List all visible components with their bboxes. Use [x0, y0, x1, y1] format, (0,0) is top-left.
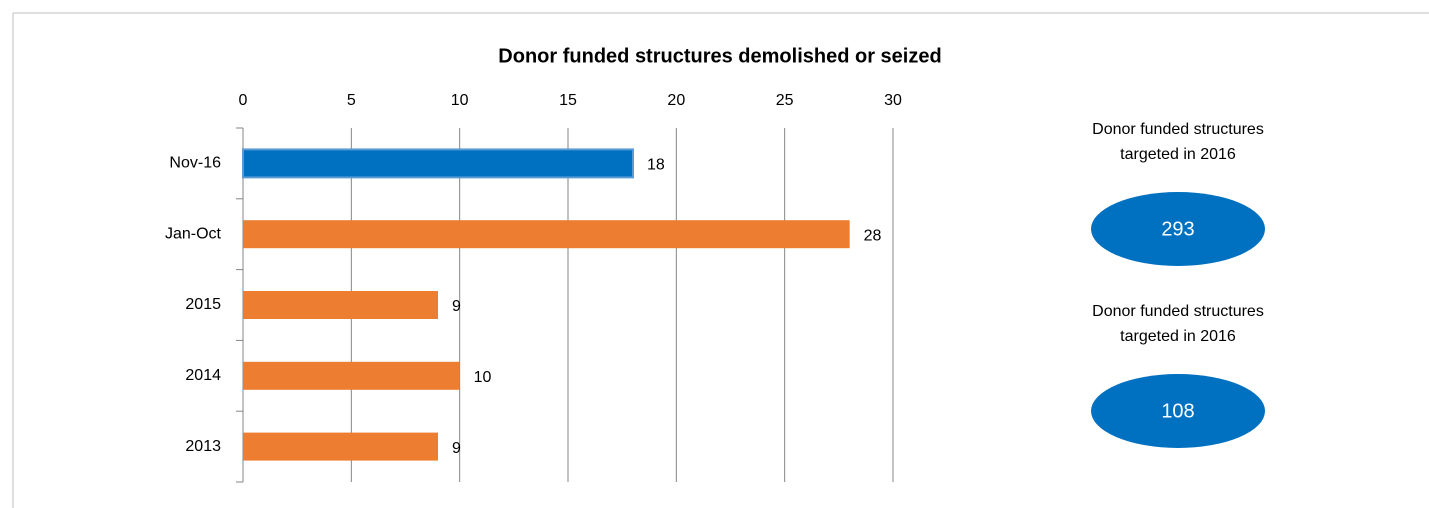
data-label: 18: [647, 157, 665, 174]
data-label: 9: [452, 440, 461, 457]
annotation-label: Donor funded structures: [1092, 303, 1264, 320]
chart-title: Donor funded structures demolished or se…: [498, 45, 941, 67]
bar: [243, 291, 438, 319]
annotation-value: 108: [1161, 400, 1194, 422]
bar: [243, 361, 460, 390]
bar: [243, 220, 850, 249]
bar: [242, 148, 634, 179]
x-tick-label: 0: [239, 92, 248, 109]
annotation-bubble: [1091, 374, 1265, 448]
x-tick-label: 25: [776, 92, 794, 109]
annotation-label: targeted in 2016: [1120, 146, 1236, 163]
data-label: 10: [474, 369, 492, 386]
y-tick-label: Jan-Oct: [165, 225, 222, 242]
x-tick-label: 20: [667, 92, 685, 109]
x-tick-label: 15: [559, 92, 577, 109]
y-tick-label: 2013: [185, 438, 221, 455]
annotation-bubble: [1091, 192, 1265, 266]
x-tick-label: 30: [884, 92, 902, 109]
annotation-label: Donor funded structures: [1092, 121, 1264, 138]
data-label: 9: [452, 298, 461, 315]
annotation-value: 293: [1161, 218, 1194, 240]
x-tick-label: 10: [451, 92, 469, 109]
x-tick-label: 5: [347, 92, 356, 109]
data-label: 28: [864, 227, 882, 244]
y-tick-label: Nov-16: [169, 155, 221, 172]
bar: [243, 432, 438, 461]
annotation-label: targeted in 2016: [1120, 328, 1236, 345]
y-tick-label: 2014: [185, 367, 221, 384]
y-tick-label: 2015: [185, 296, 221, 313]
